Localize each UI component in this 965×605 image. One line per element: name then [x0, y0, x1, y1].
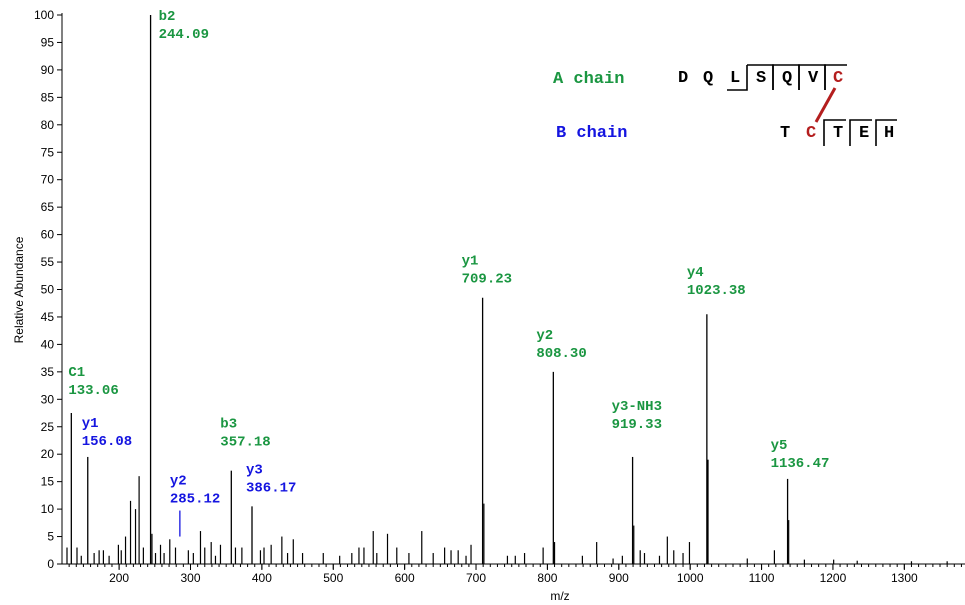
- y-tick-label: 45: [41, 310, 55, 324]
- y-tick-label: 90: [41, 63, 55, 77]
- y-tick-label: 100: [34, 8, 54, 22]
- y-axis-label: Relative Abundance: [12, 236, 26, 343]
- y-tick-label: 40: [41, 337, 55, 351]
- y-tick-label: 75: [41, 145, 55, 159]
- peak-mz-label: 709.23: [462, 272, 512, 288]
- x-tick-label: 700: [466, 571, 486, 585]
- b-residue-cys: C: [806, 124, 816, 143]
- x-tick-label: 1300: [891, 571, 918, 585]
- y-tick-label: 80: [41, 118, 55, 132]
- y-tick-label: 20: [41, 447, 55, 461]
- fragment-mark: [824, 64, 847, 90]
- axes: 0 5 10 15 20 25 30 35 40 45 50 55 60 65 70 75 80 85 90 95 10…: [34, 8, 965, 585]
- peak-ion-label: y5: [771, 438, 788, 454]
- fragment-mark: [727, 65, 748, 91]
- b-residue: H: [884, 124, 894, 143]
- peak-ion-label: y3-NH3: [612, 399, 662, 415]
- peak-mz-label: 133.06: [68, 383, 118, 399]
- peak-ion-label: y1: [462, 254, 479, 270]
- fragment-mark: [849, 119, 872, 146]
- b-residue: E: [859, 124, 869, 143]
- peak-ion-label: y2: [170, 474, 187, 490]
- labeled-peaks: b2 244.09 C1 133.06 y1 156.08 y2 285.12 b3 357.18…: [68, 9, 829, 564]
- peak-ion-label: y4: [687, 265, 704, 281]
- b-chain-fragment-marks: [823, 119, 897, 146]
- a-chain-fragment-marks: [727, 64, 847, 91]
- fragment-mark: [823, 119, 846, 146]
- x-tick-label: 200: [109, 571, 129, 585]
- peak-mz-label: 357.18: [220, 435, 270, 451]
- peak-ion-label: y2: [536, 328, 553, 344]
- peak-mz-label: 156.08: [82, 434, 132, 450]
- a-residue: D: [678, 69, 688, 88]
- a-residue: Q: [782, 69, 792, 88]
- x-tick-label: 1000: [677, 571, 704, 585]
- a-chain-label: A chain: [553, 70, 624, 89]
- peak-ion-label: b2: [159, 9, 176, 25]
- x-tick-label: 1200: [820, 571, 847, 585]
- a-chain-sequence: D Q L S Q V C: [678, 69, 843, 88]
- disulfide-bond: [814, 87, 837, 123]
- y-tick-label: 0: [47, 557, 54, 571]
- fragment-mark: [875, 119, 897, 146]
- y-tick-label: 5: [47, 530, 54, 544]
- x-tick-label: 500: [323, 571, 343, 585]
- minor-peaks: [66, 459, 948, 564]
- peak-ion-label: b3: [220, 417, 237, 433]
- peak-mz-label: 244.09: [159, 27, 209, 43]
- a-residue: V: [808, 69, 819, 88]
- x-tick-label: 600: [395, 571, 415, 585]
- y-tick-label: 60: [41, 228, 55, 242]
- y-tick-label: 25: [41, 420, 55, 434]
- peak-mz-label: 919.33: [612, 417, 662, 433]
- peak-mz-label: 1023.38: [687, 283, 746, 299]
- y-tick-label: 70: [41, 173, 55, 187]
- peak-ion-label: C1: [68, 365, 85, 381]
- b-residue: T: [833, 124, 843, 143]
- peak-ion-label: y3: [246, 462, 263, 478]
- a-residue: L: [730, 69, 740, 88]
- a-residue: S: [756, 69, 766, 88]
- x-tick-label: 400: [252, 571, 272, 585]
- peak-mz-label: 386.17: [246, 480, 296, 496]
- b-residue: T: [780, 124, 790, 143]
- x-tick-label: 1100: [749, 571, 775, 585]
- b-chain-sequence: T C T E H: [780, 124, 894, 143]
- x-tick-label: 800: [537, 571, 557, 585]
- y-tick-label: 85: [41, 90, 55, 104]
- y-tick-label: 65: [41, 200, 55, 214]
- y-tick-label: 10: [41, 502, 55, 516]
- y-tick-label: 55: [41, 255, 55, 269]
- sequence-legend: A chain B chain D Q L S Q V C T C T E H: [553, 64, 897, 146]
- a-residue-cys: C: [833, 69, 843, 88]
- y-tick-label: 95: [41, 35, 55, 49]
- y-tick-label: 30: [41, 392, 55, 406]
- a-residue: Q: [703, 69, 713, 88]
- y-tick-label: 50: [41, 283, 55, 297]
- peak-mz-label: 808.30: [536, 346, 586, 362]
- peak-ion-label: y1: [82, 416, 99, 432]
- y-tick-label: 15: [41, 475, 55, 489]
- x-tick-label: 900: [609, 571, 629, 585]
- peak-mz-label: 1136.47: [771, 456, 830, 472]
- y-tick-label: 35: [41, 365, 55, 379]
- x-axis-label: m/z: [550, 589, 569, 603]
- x-tick-label: 300: [180, 571, 200, 585]
- b-chain-label: B chain: [556, 124, 627, 143]
- peak-mz-label: 285.12: [170, 492, 220, 508]
